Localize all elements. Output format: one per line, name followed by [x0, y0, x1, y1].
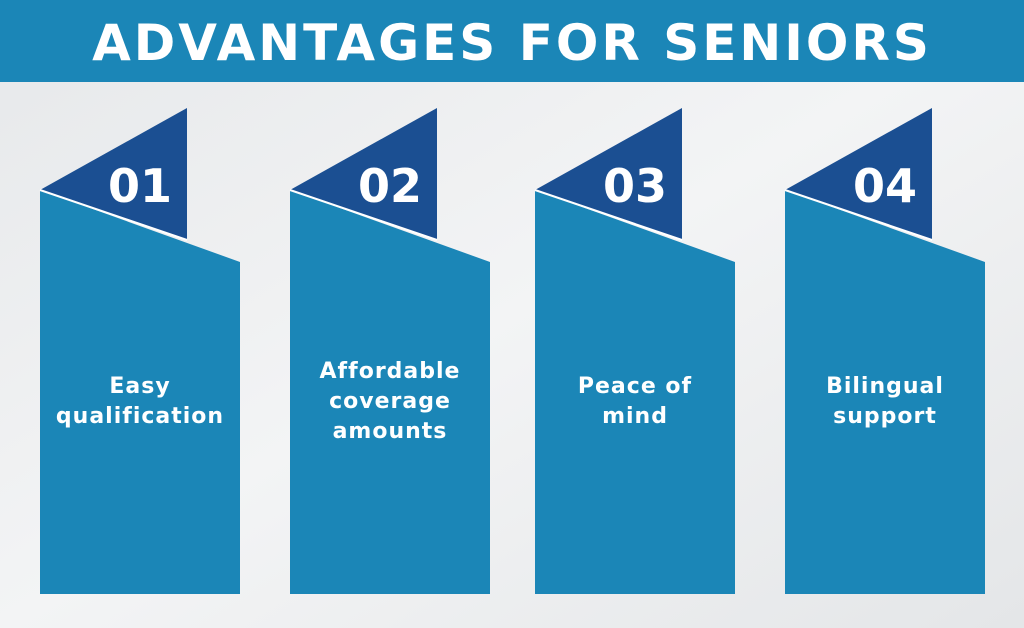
- card-text: Affordable: [320, 359, 461, 384]
- card: 02 Affordable coverage amounts: [289, 108, 490, 594]
- card-panel: [290, 190, 490, 594]
- number-tab: [785, 108, 932, 240]
- card-panel: [535, 190, 735, 594]
- header-bar: [0, 0, 1024, 82]
- card-number: 03: [603, 159, 667, 213]
- tab-edge: [39, 189, 188, 241]
- items: 01 Easy qualification 02 Affordable coverage a…: [39, 108, 985, 594]
- card-text: amounts: [333, 419, 448, 444]
- card-number: 02: [358, 159, 422, 213]
- card-text: mind: [602, 404, 668, 429]
- card-number: 01: [108, 159, 172, 213]
- card: 04 Bilingual support: [784, 108, 985, 594]
- number-tab: [290, 108, 437, 240]
- tab-edge: [534, 189, 683, 241]
- card: 03 Peace of mind: [534, 108, 735, 594]
- card-text: Easy: [109, 374, 170, 399]
- number-tab: [535, 108, 682, 240]
- tab-edge: [784, 189, 933, 241]
- card-text: Bilingual: [826, 374, 944, 399]
- card-text: coverage: [329, 389, 451, 414]
- card-text: qualification: [56, 404, 224, 429]
- card-text: support: [833, 404, 937, 429]
- card-number: 04: [853, 159, 917, 213]
- number-tab: [40, 108, 187, 240]
- card-panel: [785, 190, 985, 594]
- card-text: Peace of: [578, 374, 692, 399]
- header-title: ADVANTAGES FOR SENIORS: [92, 14, 932, 72]
- card-panel: [40, 190, 240, 594]
- tab-edge: [289, 189, 438, 241]
- card: 01 Easy qualification: [39, 108, 240, 594]
